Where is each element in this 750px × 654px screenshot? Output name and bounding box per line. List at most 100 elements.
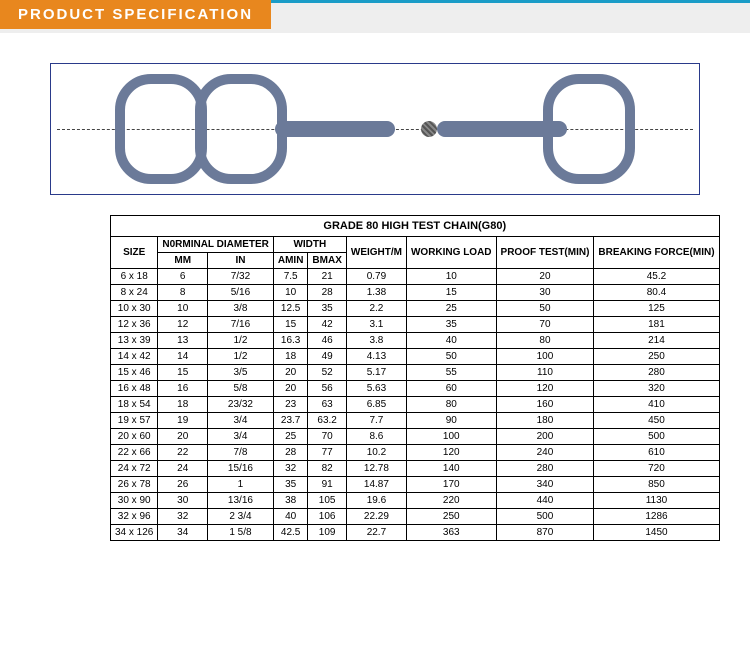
table-cell: 5.17 xyxy=(346,365,406,381)
table-cell: 7.7 xyxy=(346,413,406,429)
table-cell: 3.1 xyxy=(346,317,406,333)
table-cell: 35 xyxy=(406,317,496,333)
table-cell: 18 xyxy=(273,349,308,365)
table-cell: 160 xyxy=(496,397,594,413)
table-cell: 91 xyxy=(308,477,346,493)
table-cell: 220 xyxy=(406,493,496,509)
table-cell: 32 xyxy=(273,461,308,477)
table-cell: 4.13 xyxy=(346,349,406,365)
table-cell: 10 xyxy=(273,285,308,301)
table-cell: 170 xyxy=(406,477,496,493)
chain-bar-icon xyxy=(275,121,395,137)
chain-link-icon xyxy=(195,74,287,184)
table-cell: 10 xyxy=(158,301,208,317)
header-bar: PRODUCT SPECIFICATION xyxy=(0,0,750,33)
table-cell: 42.5 xyxy=(273,525,308,541)
table-row: 18 x 541823/3223636.8580160410 xyxy=(111,397,720,413)
table-cell: 10.2 xyxy=(346,445,406,461)
table-cell: 8 xyxy=(158,285,208,301)
table-cell: 720 xyxy=(594,461,719,477)
table-cell: 45.2 xyxy=(594,269,719,285)
table-cell: 34 xyxy=(158,525,208,541)
table-cell: 120 xyxy=(406,445,496,461)
table-cell: 32 xyxy=(158,509,208,525)
table-cell: 19 x 57 xyxy=(111,413,158,429)
table-cell: 13 x 39 xyxy=(111,333,158,349)
table-cell: 105 xyxy=(308,493,346,509)
table-cell: 23/32 xyxy=(208,397,274,413)
table-cell: 3/5 xyxy=(208,365,274,381)
table-row: 14 x 42141/218494.1350100250 xyxy=(111,349,720,365)
table-cell: 106 xyxy=(308,509,346,525)
table-row: 16 x 48165/820565.6360120320 xyxy=(111,381,720,397)
table-cell: 25 xyxy=(406,301,496,317)
table-cell: 363 xyxy=(406,525,496,541)
table-cell: 38 xyxy=(273,493,308,509)
table-cell: 125 xyxy=(594,301,719,317)
table-cell: 46 xyxy=(308,333,346,349)
table-cell: 109 xyxy=(308,525,346,541)
table-cell: 24 x 72 xyxy=(111,461,158,477)
table-cell: 250 xyxy=(594,349,719,365)
table-cell: 1.38 xyxy=(346,285,406,301)
table-cell: 1 xyxy=(208,477,274,493)
table-row: 20 x 60203/425708.6100200500 xyxy=(111,429,720,445)
table-cell: 23.7 xyxy=(273,413,308,429)
table-cell: 12 x 36 xyxy=(111,317,158,333)
table-cell: 50 xyxy=(496,301,594,317)
table-cell: 410 xyxy=(594,397,719,413)
chain-cut-end-icon xyxy=(421,121,437,137)
table-row: 30 x 903013/163810519.62204401130 xyxy=(111,493,720,509)
table-cell: 77 xyxy=(308,445,346,461)
table-cell: 18 xyxy=(158,397,208,413)
table-cell: 18 x 54 xyxy=(111,397,158,413)
table-cell: 2.2 xyxy=(346,301,406,317)
table-cell: 12.5 xyxy=(273,301,308,317)
table-cell: 440 xyxy=(496,493,594,509)
table-cell: 22.7 xyxy=(346,525,406,541)
table-cell: 5/8 xyxy=(208,381,274,397)
table-cell: 20 xyxy=(273,381,308,397)
table-cell: 34 x 126 xyxy=(111,525,158,541)
table-cell: 55 xyxy=(406,365,496,381)
table-cell: 13/16 xyxy=(208,493,274,509)
chain-link-group xyxy=(115,74,635,184)
table-cell: 280 xyxy=(496,461,594,477)
table-cell: 200 xyxy=(496,429,594,445)
table-cell: 15 xyxy=(406,285,496,301)
table-cell: 8 x 24 xyxy=(111,285,158,301)
col-in: IN xyxy=(208,253,274,269)
chain-bar-icon xyxy=(437,121,567,137)
table-row: 15 x 46153/520525.1755110280 xyxy=(111,365,720,381)
table-cell: 15/16 xyxy=(208,461,274,477)
table-cell: 52 xyxy=(308,365,346,381)
table-cell: 30 xyxy=(158,493,208,509)
table-cell: 20 x 60 xyxy=(111,429,158,445)
table-cell: 70 xyxy=(496,317,594,333)
table-title-row: GRADE 80 HIGH TEST CHAIN(G80) xyxy=(111,216,720,237)
table-cell: 12 xyxy=(158,317,208,333)
table-row: 26 x 78261359114.87170340850 xyxy=(111,477,720,493)
spec-table: GRADE 80 HIGH TEST CHAIN(G80) SIZE N0RMI… xyxy=(110,215,720,541)
col-working: WORKING LOAD xyxy=(406,237,496,269)
table-cell: 49 xyxy=(308,349,346,365)
table-cell: 6 x 18 xyxy=(111,269,158,285)
table-cell: 30 x 90 xyxy=(111,493,158,509)
table-cell: 80 xyxy=(406,397,496,413)
table-body: 6 x 1867/327.5210.79102045.28 x 2485/161… xyxy=(111,269,720,541)
table-row: 24 x 722415/16328212.78140280720 xyxy=(111,461,720,477)
table-row: 19 x 57193/423.763.27.790180450 xyxy=(111,413,720,429)
table-cell: 60 xyxy=(406,381,496,397)
table-cell: 26 xyxy=(158,477,208,493)
col-bmax: BMAX xyxy=(308,253,346,269)
table-cell: 3/4 xyxy=(208,429,274,445)
table-cell: 100 xyxy=(406,429,496,445)
table-cell: 23 xyxy=(273,397,308,413)
table-header-row: SIZE N0RMINAL DIAMETER WIDTH WEIGHT/M WO… xyxy=(111,237,720,253)
table-row: 12 x 36127/1615423.13570181 xyxy=(111,317,720,333)
table-cell: 1286 xyxy=(594,509,719,525)
table-cell: 1/2 xyxy=(208,349,274,365)
table-cell: 500 xyxy=(496,509,594,525)
table-cell: 7.5 xyxy=(273,269,308,285)
table-cell: 16.3 xyxy=(273,333,308,349)
